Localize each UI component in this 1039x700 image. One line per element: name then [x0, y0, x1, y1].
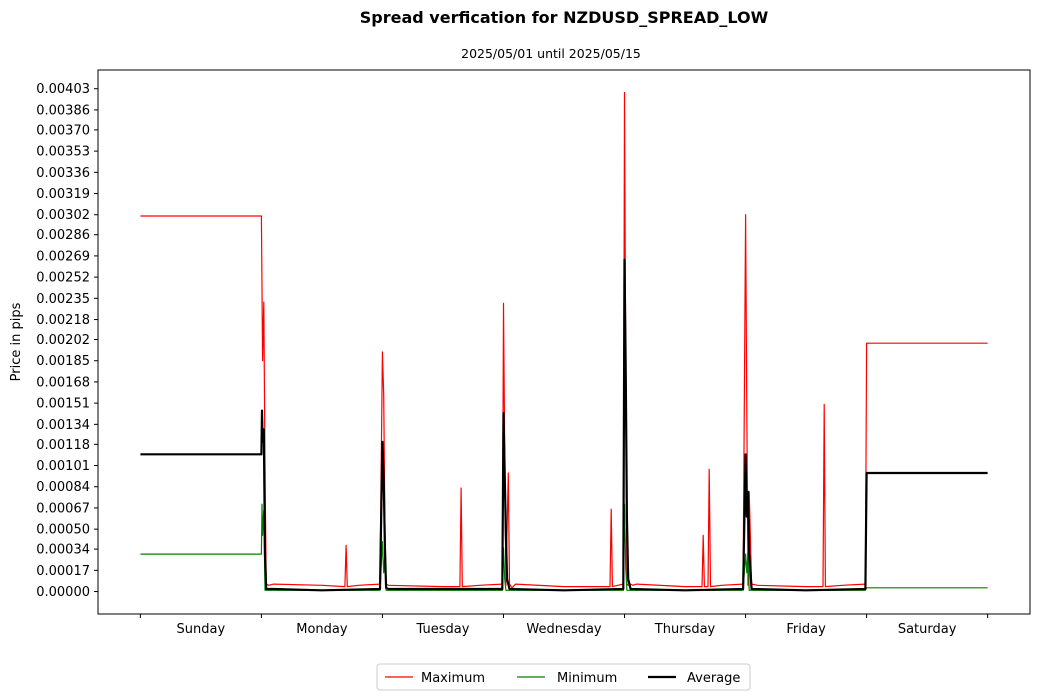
series-maximum-line: [140, 91, 988, 589]
y-tick-label: 0.00403: [36, 82, 90, 97]
legend-label-minimum: Minimum: [557, 671, 617, 686]
y-tick-label: 0.00034: [36, 543, 90, 558]
y-tick-label: 0.00084: [36, 480, 90, 495]
x-tick-label: Wednesday: [526, 622, 602, 637]
legend-label-maximum: Maximum: [421, 671, 485, 686]
y-tick-label: 0.00269: [36, 249, 90, 264]
y-tick-label: 0.00319: [36, 187, 90, 202]
x-tick-label: Thursday: [654, 622, 716, 637]
legend: Maximum Minimum Average: [376, 663, 751, 691]
y-tick-label: 0.00370: [36, 123, 90, 138]
y-tick-label: 0.00353: [36, 145, 90, 160]
y-tick-label: 0.00218: [36, 313, 90, 328]
y-axis-label: Price in pips: [9, 302, 24, 381]
y-tick-label: 0.00000: [36, 585, 90, 600]
x-tick-label: Tuesday: [416, 622, 470, 637]
y-tick-label: 0.00202: [36, 333, 90, 348]
y-tick-label: 0.00118: [36, 438, 90, 453]
x-tick-label: Saturday: [898, 622, 957, 637]
y-tick-label: 0.00336: [36, 166, 90, 181]
series-layer: [140, 91, 988, 592]
y-tick-label: 0.00302: [36, 208, 90, 223]
y-tick-label: 0.00235: [36, 292, 90, 307]
y-tick-label: 0.00252: [36, 271, 90, 286]
y-tick-label: 0.00067: [36, 501, 90, 516]
y-tick-label: 0.00386: [36, 103, 90, 118]
y-tick-label: 0.00151: [36, 397, 90, 412]
x-tick-label: Friday: [786, 622, 826, 637]
y-tick-label: 0.00017: [36, 564, 90, 579]
x-tick-label: Monday: [296, 622, 348, 637]
x-tick-label: Sunday: [177, 622, 226, 637]
y-tick-label: 0.00050: [36, 523, 90, 538]
legend-label-average: Average: [687, 671, 740, 686]
y-axis: 0.00000 0.00017 0.00034 0.00050 0.00067 0.000…: [36, 82, 98, 600]
y-tick-label: 0.00286: [36, 228, 90, 243]
y-tick-label: 0.00101: [36, 459, 90, 474]
legend-box: [376, 663, 751, 691]
y-tick-label: 0.00168: [36, 375, 90, 390]
plot-frame: [97, 69, 1031, 615]
series-average-line: [140, 258, 988, 592]
y-tick-label: 0.00185: [36, 354, 90, 369]
y-tick-label: 0.00134: [36, 418, 90, 433]
x-axis: Sunday Monday Tuesday Wednesday Thursday Frid…: [139, 614, 989, 637]
chart-subtitle: 2025/05/01 until 2025/05/15: [461, 46, 641, 61]
series-minimum-line: [140, 503, 988, 591]
chart-title: Spread verfication for NZDUSD_SPREAD_LOW: [360, 8, 769, 27]
